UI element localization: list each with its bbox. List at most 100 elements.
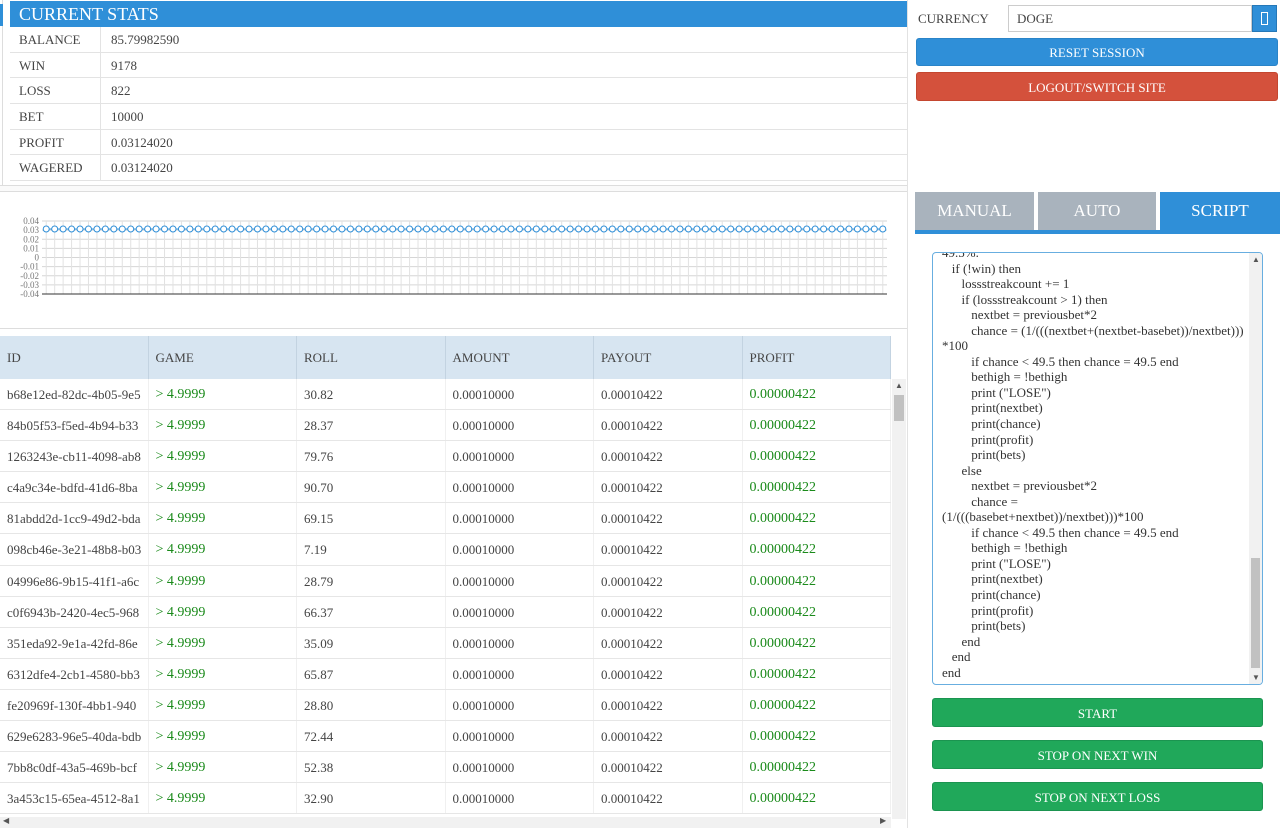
table-row[interactable]: 351eda92-9e1a-42fd-86e > 4.9999 35.09 0.000… xyxy=(0,627,891,659)
currency-dropdown-button[interactable] xyxy=(1252,5,1277,32)
table-row[interactable]: 81abdd2d-1cc9-49d2-bda > 4.9999 69.15 0.000… xyxy=(0,503,891,535)
scroll-thumb[interactable] xyxy=(894,395,904,421)
cell-game: > 4.9999 xyxy=(149,534,297,565)
data-point xyxy=(532,225,540,233)
cell-amount: 0.00010000 xyxy=(446,752,594,783)
column-header-roll[interactable]: ROLL xyxy=(297,336,446,379)
cell-profit: 0.00000422 xyxy=(743,627,891,658)
bets-table: ID GAME ROLL AMOUNT PAYOUT PROFIT b68e12ed-82… xyxy=(0,336,907,828)
currency-select[interactable]: DOGE xyxy=(1008,5,1252,32)
scroll-down-icon[interactable]: ▼ xyxy=(1252,673,1260,682)
data-point xyxy=(853,225,861,233)
stat-value: 0.03124020 xyxy=(111,160,173,176)
scroll-thumb[interactable] xyxy=(1251,558,1260,668)
cell-profit: 0.00000422 xyxy=(743,783,891,814)
data-point xyxy=(693,225,701,233)
cell-roll: 7.19 xyxy=(297,534,446,565)
cell-game: > 4.9999 xyxy=(149,472,297,503)
table-row[interactable]: 1263243e-cb11-4098-ab8 > 4.9999 79.76 0.000… xyxy=(0,441,891,473)
stats-panel: CURRENT STATS BALANCE 85.79982590 WIN 9178 L… xyxy=(0,0,907,185)
column-splitter[interactable] xyxy=(907,0,908,828)
stop-on-next-loss-button[interactable]: STOP ON NEXT LOSS xyxy=(932,782,1263,811)
column-header-game[interactable]: GAME xyxy=(149,336,297,379)
bets-horizontal-scrollbar[interactable]: ◀ ▶ xyxy=(0,816,891,828)
table-row[interactable]: c0f6943b-2420-4ec5-968 > 4.9999 66.37 0.000… xyxy=(0,596,891,628)
start-button[interactable]: START xyxy=(932,698,1263,727)
table-row[interactable]: 04996e86-9b15-41f1-a6c > 4.9999 28.79 0.000… xyxy=(0,565,891,597)
cell-id: fe20969f-130f-4bb1-940 xyxy=(0,689,149,721)
cell-payout: 0.00010422 xyxy=(594,410,743,441)
reset-session-button[interactable]: RESET SESSION xyxy=(916,38,1278,66)
data-point xyxy=(642,225,650,233)
data-point xyxy=(169,225,177,233)
data-point xyxy=(794,225,802,233)
panel-splitter[interactable] xyxy=(0,185,907,192)
data-point xyxy=(634,225,642,233)
data-point xyxy=(448,225,456,233)
cell-roll: 35.09 xyxy=(297,627,446,658)
data-point xyxy=(346,225,354,233)
table-row[interactable]: fe20969f-130f-4bb1-940 > 4.9999 28.80 0.000… xyxy=(0,689,891,722)
table-row[interactable]: 3a453c15-65ea-4512-8a1 > 4.9999 32.90 0.000… xyxy=(0,783,891,815)
cell-payout: 0.00010422 xyxy=(594,721,743,752)
data-point xyxy=(279,225,287,233)
data-point xyxy=(304,225,312,233)
table-row[interactable]: b68e12ed-82dc-4b05-9e5 > 4.9999 30.82 0.000… xyxy=(0,379,891,411)
cell-game: > 4.9999 xyxy=(149,752,297,783)
column-header-profit[interactable]: PROFIT xyxy=(743,336,891,379)
cell-amount: 0.00010000 xyxy=(446,783,594,814)
data-point xyxy=(93,225,101,233)
scroll-right-icon[interactable]: ▶ xyxy=(880,816,887,825)
data-point xyxy=(837,225,845,233)
data-point xyxy=(465,225,473,233)
cell-id: 6312dfe4-2cb1-4580-bb3 xyxy=(0,658,149,689)
stop-on-next-win-button[interactable]: STOP ON NEXT WIN xyxy=(932,740,1263,769)
bets-vertical-scrollbar[interactable]: ▲ xyxy=(892,379,906,819)
column-header-amount[interactable]: AMOUNT xyxy=(446,336,594,379)
cell-game: > 4.9999 xyxy=(149,658,297,689)
column-header-payout[interactable]: PAYOUT xyxy=(594,336,743,379)
data-point xyxy=(575,225,583,233)
tab-script[interactable]: SCRIPT xyxy=(1160,192,1280,230)
cell-payout: 0.00010422 xyxy=(594,565,743,596)
mode-tabs: MANUAL AUTO SCRIPT xyxy=(915,192,1280,234)
script-code[interactable]: 49.5%. if (!win) then lossstreakcount +=… xyxy=(942,252,1244,680)
data-point xyxy=(152,225,160,233)
table-row[interactable]: 84b05f53-f5ed-4b94-b33 > 4.9999 28.37 0.000… xyxy=(0,410,891,442)
bets-table-header: ID GAME ROLL AMOUNT PAYOUT PROFIT xyxy=(0,336,891,379)
cell-payout: 0.00010422 xyxy=(594,441,743,472)
table-row[interactable]: 629e6283-96e5-40da-bdb > 4.9999 72.44 0.000… xyxy=(0,721,891,753)
data-point xyxy=(769,225,777,233)
scroll-left-icon[interactable]: ◀ xyxy=(3,816,10,825)
cell-payout: 0.00010422 xyxy=(594,503,743,534)
cell-amount: 0.00010000 xyxy=(446,534,594,565)
scroll-up-icon[interactable]: ▲ xyxy=(1252,255,1260,264)
script-editor[interactable]: 49.5%. if (!win) then lossstreakcount +=… xyxy=(932,252,1263,685)
column-header-id[interactable]: ID xyxy=(0,336,149,379)
table-row[interactable]: 098cb46e-3e21-48b8-b03 > 4.9999 7.19 0.0001… xyxy=(0,534,891,566)
y-tick-label: 0 xyxy=(35,253,40,263)
data-point xyxy=(203,225,211,233)
table-row[interactable]: 6312dfe4-2cb1-4580-bb3 > 4.9999 65.87 0.000… xyxy=(0,658,891,690)
stat-value: 822 xyxy=(111,83,131,99)
cell-id: 81abdd2d-1cc9-49d2-bda xyxy=(0,503,149,534)
data-point xyxy=(735,225,743,233)
cell-id: 3a453c15-65ea-4512-8a1 xyxy=(0,783,149,814)
tab-manual[interactable]: MANUAL xyxy=(915,192,1034,230)
cell-amount: 0.00010000 xyxy=(446,596,594,627)
data-point xyxy=(431,225,439,233)
tab-auto[interactable]: AUTO xyxy=(1038,192,1156,230)
cell-payout: 0.00010422 xyxy=(594,658,743,689)
stats-row-wagered: WAGERED 0.03124020 xyxy=(10,155,907,182)
scroll-up-icon[interactable]: ▲ xyxy=(895,381,903,390)
cell-profit: 0.00000422 xyxy=(743,410,891,441)
stat-value: 9178 xyxy=(111,57,137,73)
data-point xyxy=(490,225,498,233)
cell-profit: 0.00000422 xyxy=(743,472,891,503)
editor-scrollbar[interactable]: ▲ ▼ xyxy=(1249,253,1262,684)
table-row[interactable]: 7bb8c0df-43a5-469b-bcf > 4.9999 52.38 0.000… xyxy=(0,752,891,784)
logout-button[interactable]: LOGOUT/SWITCH SITE xyxy=(916,72,1278,101)
cell-profit: 0.00000422 xyxy=(743,658,891,689)
chart-splitter[interactable] xyxy=(0,328,907,335)
table-row[interactable]: c4a9c34e-bdfd-41d6-8ba > 4.9999 90.70 0.000… xyxy=(0,472,891,504)
